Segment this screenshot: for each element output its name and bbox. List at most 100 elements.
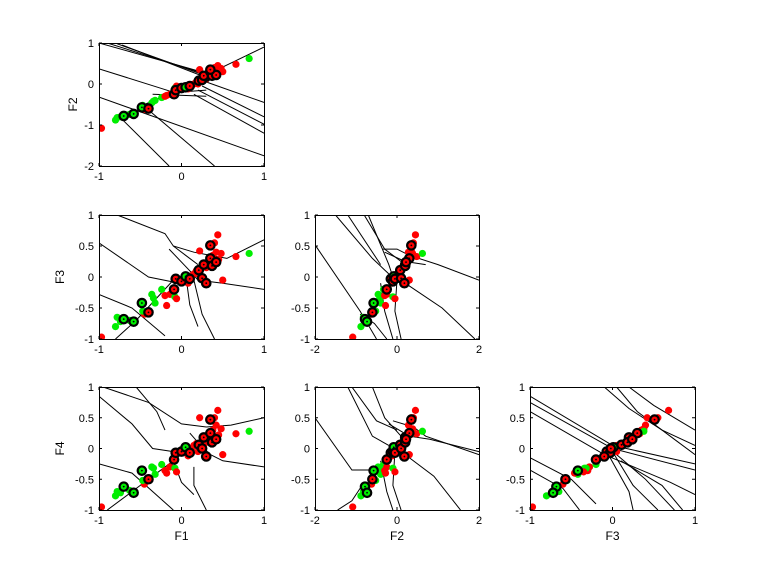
panel-f1-f4: -1 0 1 -1 -0.5 0 0.5 1 F1 F4 <box>53 382 267 543</box>
boundary-line <box>99 242 174 283</box>
y-tick-label: -0.5 <box>75 474 94 486</box>
boundary-line <box>193 279 215 339</box>
boundary-line <box>347 215 382 265</box>
point-green <box>418 427 427 435</box>
boundary-line <box>99 68 174 93</box>
point-red <box>214 231 222 239</box>
boundary-line <box>335 215 390 275</box>
x-tick-label: -1 <box>525 515 535 527</box>
x-tick-label: -1 <box>94 344 104 356</box>
y-tick-label: -1 <box>84 120 94 132</box>
point-red <box>219 276 227 284</box>
y-tick-label: -0.5 <box>291 303 310 315</box>
y-tick-label: 0 <box>519 444 525 456</box>
boundary-line <box>347 387 390 446</box>
boundary-line <box>530 469 580 510</box>
x-tick-label: 2 <box>476 344 482 356</box>
x-tick-label: 0 <box>609 515 615 527</box>
y-tick-label: 0.5 <box>510 413 525 425</box>
boundary-line <box>392 451 402 510</box>
x-tick-label: 0 <box>178 171 184 183</box>
point-red <box>232 430 240 438</box>
boundary-line <box>135 387 166 431</box>
boundary-line <box>206 81 264 103</box>
boundary-line <box>99 463 174 510</box>
y-tick-label: 0.5 <box>295 413 310 425</box>
boundary-line <box>616 387 695 456</box>
x-tick-label: 0 <box>178 515 184 527</box>
x-tick-label: -2 <box>310 344 320 356</box>
point-red <box>212 248 220 256</box>
boundary-line <box>144 106 215 166</box>
y-tick-label: 0.5 <box>79 413 94 425</box>
point-red <box>172 295 181 303</box>
boundary-line <box>99 293 166 337</box>
point-red <box>163 301 171 310</box>
y-tick-label: 0 <box>304 444 310 456</box>
point-green <box>158 460 166 469</box>
y-tick-label: 0 <box>304 272 310 284</box>
panel-f2-f4: -2 0 2 -1 -0.5 0 0.5 1 F2 <box>291 382 482 543</box>
point-green <box>151 96 159 104</box>
y-tick-label: 0 <box>88 79 94 91</box>
boundary-line <box>616 454 675 510</box>
x-axis-label: F1 <box>174 529 188 543</box>
boundary-line <box>404 282 476 339</box>
boundary-line <box>607 454 634 510</box>
x-axis-label: F2 <box>390 529 404 543</box>
x-tick-label: 1 <box>261 344 267 356</box>
data-points <box>99 406 253 510</box>
point-red <box>219 451 227 459</box>
point-red <box>413 430 421 438</box>
y-tick-label: 0.5 <box>295 241 310 253</box>
x-tick-label: -2 <box>310 515 320 527</box>
boundary-line <box>315 244 377 339</box>
point-red <box>530 503 537 510</box>
boundary-line <box>193 466 207 510</box>
boundary-line <box>99 395 174 453</box>
point-red <box>214 406 222 414</box>
point-red <box>212 421 220 429</box>
point-red <box>99 333 106 339</box>
x-axis-label: F3 <box>605 529 619 543</box>
data-points <box>99 54 253 132</box>
boundary-line <box>193 93 264 134</box>
point-red <box>413 252 421 261</box>
point-red <box>99 503 106 510</box>
y-tick-label: 1 <box>304 210 310 222</box>
y-axis-label: F3 <box>53 270 67 284</box>
boundary-line <box>102 387 264 428</box>
point-red <box>349 503 357 510</box>
boundary-line <box>371 387 402 437</box>
point-green <box>245 54 253 63</box>
point-red <box>411 231 420 239</box>
point-red <box>411 406 420 414</box>
x-tick-label: -1 <box>94 171 104 183</box>
boundary-line <box>530 411 695 496</box>
y-tick-label: -1 <box>300 505 310 517</box>
point-green <box>111 323 120 331</box>
point-red <box>391 468 399 476</box>
boundary-line <box>197 89 264 125</box>
point-red <box>381 469 390 477</box>
point-red <box>217 425 225 433</box>
y-axis-label: F4 <box>53 441 67 455</box>
boundary-line <box>628 387 695 431</box>
panel-f2-f3: -2 0 2 -1 -0.5 0 0.5 1 <box>291 210 482 356</box>
point-green <box>151 299 159 307</box>
data-points <box>349 406 427 510</box>
boundary-line <box>119 116 170 166</box>
boundary-line <box>530 457 597 505</box>
y-tick-label: 0.5 <box>79 241 94 253</box>
boundary-line <box>172 245 199 266</box>
panel-f3-f4: -1 0 1 -1 -0.5 0 0.5 1 F3 <box>506 382 698 543</box>
boundary-line <box>388 423 479 453</box>
point-red <box>381 301 390 310</box>
x-tick-label: 1 <box>261 171 267 183</box>
x-tick-label: 0 <box>178 344 184 356</box>
y-tick-label: -1 <box>84 505 94 517</box>
y-tick-label: 1 <box>88 38 94 50</box>
boundary-line <box>201 85 264 118</box>
point-green <box>149 464 158 472</box>
